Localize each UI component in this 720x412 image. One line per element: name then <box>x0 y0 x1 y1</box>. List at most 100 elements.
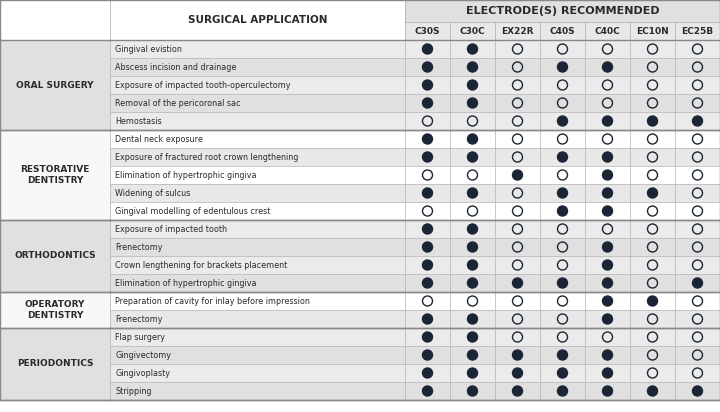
Bar <box>495 256 540 274</box>
Bar <box>450 58 495 76</box>
Bar <box>540 22 585 40</box>
Bar <box>540 202 585 220</box>
Bar <box>585 238 630 256</box>
Text: ORAL SURGERY: ORAL SURGERY <box>17 80 94 89</box>
Text: Abscess incision and drainage: Abscess incision and drainage <box>115 63 236 72</box>
Bar <box>540 328 585 346</box>
Circle shape <box>513 278 523 288</box>
Bar <box>450 328 495 346</box>
Bar <box>630 292 675 310</box>
Bar <box>495 328 540 346</box>
Bar <box>540 238 585 256</box>
Bar <box>675 292 720 310</box>
Bar <box>630 130 675 148</box>
Bar <box>0 328 110 400</box>
Bar <box>405 40 450 58</box>
Bar <box>450 130 495 148</box>
Bar <box>495 346 540 364</box>
Circle shape <box>423 98 433 108</box>
Circle shape <box>467 278 477 288</box>
Text: Exposure of impacted tooth-operculectomy: Exposure of impacted tooth-operculectomy <box>115 80 290 89</box>
Bar <box>675 220 720 238</box>
Circle shape <box>603 278 613 288</box>
Bar <box>450 94 495 112</box>
Bar <box>585 148 630 166</box>
Bar <box>540 346 585 364</box>
Bar <box>405 148 450 166</box>
Bar <box>495 274 540 292</box>
Text: C40S: C40S <box>549 26 575 35</box>
Circle shape <box>557 116 567 126</box>
Bar <box>405 364 450 382</box>
Bar <box>585 346 630 364</box>
Bar <box>630 22 675 40</box>
Bar <box>540 184 585 202</box>
Circle shape <box>467 44 477 54</box>
Bar <box>675 130 720 148</box>
Bar <box>110 94 405 112</box>
Bar <box>585 130 630 148</box>
Bar <box>405 256 450 274</box>
Bar <box>585 112 630 130</box>
Circle shape <box>467 152 477 162</box>
Circle shape <box>513 170 523 180</box>
Bar <box>540 58 585 76</box>
Bar <box>630 328 675 346</box>
Circle shape <box>557 188 567 198</box>
Circle shape <box>423 332 433 342</box>
Bar <box>540 94 585 112</box>
Circle shape <box>467 98 477 108</box>
Bar <box>585 40 630 58</box>
Circle shape <box>423 368 433 378</box>
Bar <box>630 310 675 328</box>
Bar <box>540 382 585 400</box>
Bar <box>540 130 585 148</box>
Bar <box>675 274 720 292</box>
Circle shape <box>423 386 433 396</box>
Text: C30S: C30S <box>415 26 440 35</box>
Circle shape <box>467 242 477 252</box>
Circle shape <box>603 242 613 252</box>
Circle shape <box>603 296 613 306</box>
Bar <box>585 310 630 328</box>
Bar <box>110 382 405 400</box>
Bar <box>675 202 720 220</box>
Bar <box>110 112 405 130</box>
Bar <box>540 310 585 328</box>
Bar <box>405 184 450 202</box>
Bar <box>110 148 405 166</box>
Bar <box>630 40 675 58</box>
Bar <box>675 310 720 328</box>
Circle shape <box>603 350 613 360</box>
Text: Gingival modelling of edentulous crest: Gingival modelling of edentulous crest <box>115 206 271 215</box>
Bar <box>450 256 495 274</box>
Circle shape <box>467 188 477 198</box>
Circle shape <box>423 152 433 162</box>
Bar <box>540 112 585 130</box>
Bar <box>450 22 495 40</box>
Bar <box>540 256 585 274</box>
Text: C30C: C30C <box>459 26 485 35</box>
Circle shape <box>467 314 477 324</box>
Circle shape <box>557 278 567 288</box>
Bar <box>495 130 540 148</box>
Bar <box>540 76 585 94</box>
Bar <box>585 256 630 274</box>
Bar <box>405 58 450 76</box>
Bar <box>675 238 720 256</box>
Text: EC25B: EC25B <box>681 26 714 35</box>
Bar <box>630 256 675 274</box>
Bar <box>630 94 675 112</box>
Circle shape <box>557 386 567 396</box>
Bar <box>0 130 110 220</box>
Bar <box>495 58 540 76</box>
Circle shape <box>603 260 613 270</box>
Bar <box>450 238 495 256</box>
Bar <box>405 0 720 22</box>
Text: Frenectomy: Frenectomy <box>115 314 163 323</box>
Bar <box>630 220 675 238</box>
Circle shape <box>603 170 613 180</box>
Circle shape <box>467 224 477 234</box>
Bar <box>450 40 495 58</box>
Circle shape <box>557 350 567 360</box>
